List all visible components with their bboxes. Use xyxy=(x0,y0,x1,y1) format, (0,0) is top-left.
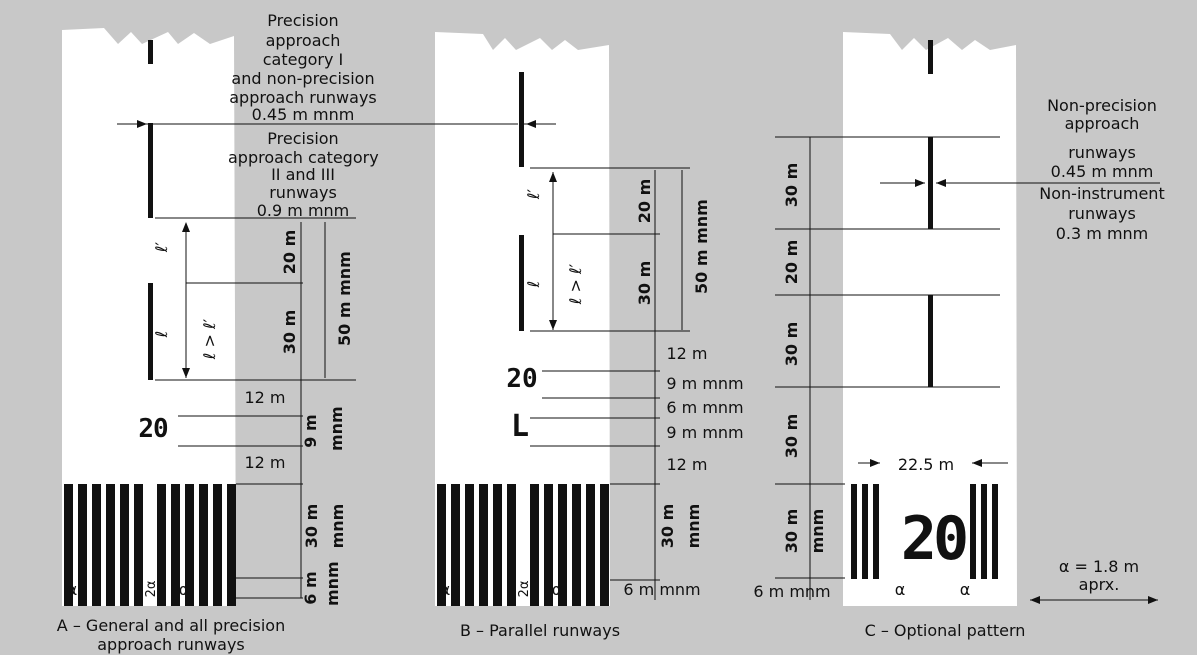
note-cat1-line2: approach xyxy=(265,31,341,50)
dim-20m-b: 20 m xyxy=(635,178,654,224)
stripe-b-2 xyxy=(519,235,524,331)
two-alpha-b: 2α xyxy=(517,580,532,598)
dim-30m-mnm-a: mnm xyxy=(328,503,347,549)
dim-20m-c: 20 m xyxy=(782,239,801,285)
dim-9m-mnm-b1: 9 m mnm xyxy=(666,374,744,393)
runway-letter-b: L xyxy=(510,409,530,444)
centre-line-stripes xyxy=(148,40,933,387)
dim-12m-a1: 12 m xyxy=(244,388,286,407)
note-cat23-width: 0.9 m mnm xyxy=(256,201,350,220)
alpha-approx: aprx. xyxy=(1078,575,1120,594)
note-np-width: 0.45 m mnm xyxy=(1050,162,1154,181)
label-l-prime-b: ℓ′ xyxy=(524,188,543,200)
note-cat1-line3: category I xyxy=(262,50,344,69)
stripe-a-1 xyxy=(148,123,153,218)
stripe-c-top xyxy=(928,40,933,74)
dim-30m-a: 30 m xyxy=(280,309,299,355)
threshold-bars-c xyxy=(851,484,998,579)
dim-30m-mnm-c: mnm xyxy=(808,508,827,554)
alpha-c1: α xyxy=(894,580,906,599)
dim-12m-b2: 12 m xyxy=(666,455,708,474)
dimension-lines xyxy=(117,123,1160,601)
dim-12m-a2: 12 m xyxy=(244,453,286,472)
dim-50m-b: 50 m mnm xyxy=(692,199,711,294)
alpha-a1: α xyxy=(66,580,78,599)
label-l-a: ℓ xyxy=(152,330,171,338)
note-np-line1: Non-precision xyxy=(1047,96,1157,115)
stripe-a-2 xyxy=(148,283,153,380)
dim-30m-b: 30 m xyxy=(635,260,654,306)
dim-12m-b1: 12 m xyxy=(666,344,708,363)
dim-6m-a: 6 m xyxy=(301,571,320,605)
note-cat1-line4: and non-precision xyxy=(231,69,375,88)
caption-a-line1: A – General and all precision xyxy=(56,616,286,635)
stripe-a-top xyxy=(148,40,153,64)
caption-a-line2: approach runways xyxy=(97,635,245,654)
note-cat23-line4: runways xyxy=(269,183,337,202)
caption-c: C – Optional pattern xyxy=(864,621,1026,640)
dim-20m-a: 20 m xyxy=(280,229,299,275)
dim-6m-mnm-b: 6 m mnm xyxy=(666,398,744,417)
dim-6m-mnm-a: mnm xyxy=(323,561,342,606)
caption-b: B – Parallel runways xyxy=(459,621,621,640)
dim-30m-c4: 30 m xyxy=(782,508,801,554)
label-l-b: ℓ xyxy=(524,280,543,288)
runway-number-c: 20 xyxy=(900,504,969,574)
alpha-b1: α xyxy=(439,580,451,599)
note-cat1-line1: Precision xyxy=(267,11,339,30)
dim-50m-a: 50 m mnm xyxy=(335,251,354,346)
note-cat23-line1: Precision xyxy=(267,129,339,148)
threshold-bars-a xyxy=(64,484,236,606)
note-np-line2: approach xyxy=(1064,114,1140,133)
note-ni-line2: runways xyxy=(1068,204,1136,223)
dim-30m-a2: 30 m xyxy=(302,503,321,549)
stripe-c-2 xyxy=(928,295,933,387)
label-l-ge-b: ℓ > ℓ′ xyxy=(566,263,585,305)
two-alpha-a: 2α xyxy=(144,580,159,598)
threshold-bars-b xyxy=(437,484,609,606)
dim-30m-c3: 30 m xyxy=(782,413,801,459)
note-cat23-line2: approach category xyxy=(228,148,379,167)
dim-30m-b2: 30 m xyxy=(658,503,677,549)
note-np-line3: runways xyxy=(1068,143,1136,162)
dim-30m-c1: 30 m xyxy=(782,162,801,208)
alpha-value: α = 1.8 m xyxy=(1058,557,1140,576)
alpha-a2: α xyxy=(178,580,190,599)
note-ni-line1: Non-instrument xyxy=(1039,184,1165,203)
dim-9m-mnm-b2: 9 m mnm xyxy=(666,423,744,442)
stripe-c-1 xyxy=(928,137,933,229)
note-ni-width: 0.3 m mnm xyxy=(1055,224,1149,243)
dim-30m-mnm-b: mnm xyxy=(684,503,703,549)
runway-number-b: 20 xyxy=(506,364,538,394)
dim-30m-c2: 30 m xyxy=(782,321,801,367)
label-l-ge-a: ℓ > ℓ′ xyxy=(200,318,219,360)
arrowheads xyxy=(137,120,1158,604)
stripe-b-1 xyxy=(519,72,524,167)
label-l-prime-a: ℓ′ xyxy=(152,241,171,253)
note-cat23-line3: II and III xyxy=(271,165,335,184)
note-cat1-width: 0.45 m mnm xyxy=(251,105,355,124)
dim-9m-mnm-a: mnm xyxy=(327,406,346,451)
dim-9m-a: 9 m xyxy=(301,414,320,448)
runway-number-a: 20 xyxy=(138,414,168,444)
dim-22-5m-c: 22.5 m xyxy=(897,455,955,474)
alpha-c2: α xyxy=(959,580,971,599)
dim-6m-mnm-b2: 6 m mnm xyxy=(623,580,701,599)
dim-6m-mnm-c: 6 m mnm xyxy=(753,582,831,601)
note-cat1-line5: approach runways xyxy=(229,88,377,107)
alpha-b2: α xyxy=(551,580,563,599)
